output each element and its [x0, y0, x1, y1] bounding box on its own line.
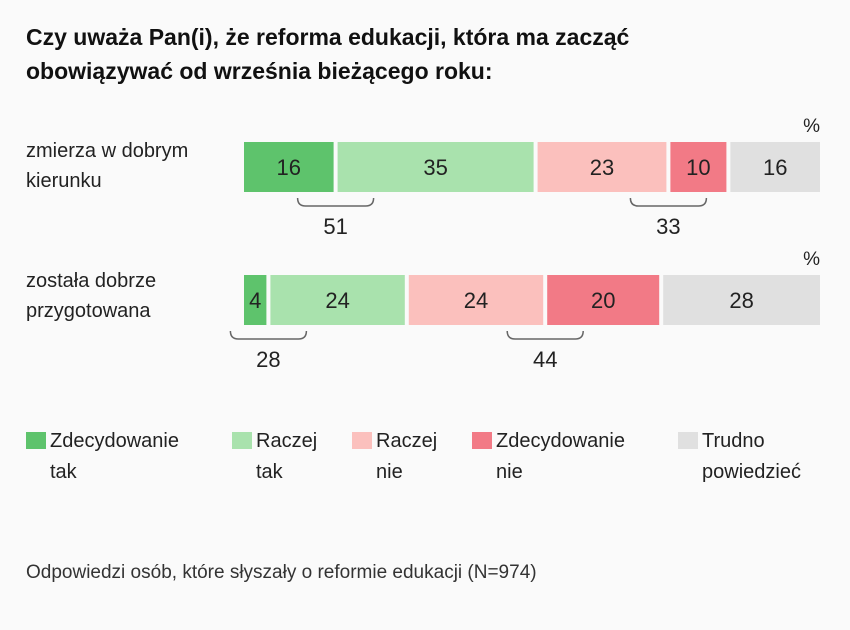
total-nie-label: 44 — [533, 347, 557, 372]
bar-segment — [244, 275, 267, 325]
data-label: 16 — [277, 155, 301, 180]
chart-title-line-2: obowiązywać od września bieżącego roku: — [26, 58, 493, 84]
legend-label: Raczej tak — [256, 430, 318, 483]
data-label: 16 — [763, 155, 787, 180]
legend-item-raczej-tak: Raczej tak — [232, 426, 317, 488]
footnote: Odpowiedzi osób, które słyszały o reform… — [26, 562, 537, 583]
data-label: 10 — [686, 155, 710, 180]
data-label: 23 — [590, 155, 614, 180]
total-tak-bracket — [229, 330, 308, 340]
bar-segment — [244, 142, 334, 192]
bar-segment — [337, 142, 534, 192]
legend-swatch — [678, 432, 698, 449]
bar-segment — [670, 142, 727, 192]
bar-segment — [663, 275, 820, 325]
row-label-kierunek: zmierza w dobrym kierunku — [26, 136, 236, 196]
total-nie-bracket — [629, 197, 708, 207]
legend-item-zdecydowanie-tak: Zdecydowanie tak — [26, 426, 179, 488]
legend-swatch — [472, 432, 492, 449]
legend-label: Zdecydowanie nie — [496, 430, 625, 483]
data-label: 28 — [729, 288, 753, 313]
legend-label: Zdecydowanie tak — [50, 430, 179, 483]
row-label-line: została dobrze — [26, 270, 157, 292]
legend-item-zdecydowanie-nie: Zdecydowanie nie — [472, 426, 625, 488]
bar-segment — [408, 275, 544, 325]
total-tak-label: 51 — [323, 214, 347, 239]
legend-item-trudno-powiedziec: Trudno powiedzieć — [678, 426, 801, 488]
chart-title: Czy uważa Pan(i), że reforma edukacji, k… — [26, 20, 746, 88]
total-nie-bracket — [506, 330, 584, 340]
legend-swatch — [352, 432, 372, 449]
legend-label: Raczej nie — [376, 430, 438, 483]
chart-title-line-1: Czy uważa Pan(i), że reforma edukacji, k… — [26, 24, 630, 50]
row-label-line: przygotowana — [26, 300, 151, 322]
data-label: 20 — [591, 288, 615, 313]
total-tak-label: 28 — [256, 347, 280, 372]
unit-label: % — [803, 116, 820, 137]
data-label: 24 — [464, 288, 488, 313]
legend-swatch — [232, 432, 252, 449]
row-label-line: kierunku — [26, 170, 102, 192]
legend-label: Trudno powiedzieć — [702, 430, 801, 483]
row-label-line: zmierza w dobrym — [26, 140, 189, 162]
data-label: 35 — [423, 155, 447, 180]
bar-segment — [730, 142, 820, 192]
unit-label: % — [803, 249, 820, 270]
bar-segment — [537, 142, 667, 192]
row-label-przygotowanie: została dobrze przygotowana — [26, 266, 236, 326]
legend-item-raczej-nie: Raczej nie — [352, 426, 437, 488]
stacked-bar-chart: 16 35 23 10 16% 51 33 4 24 24 20 28% 28 44 — [229, 116, 820, 372]
data-label: 4 — [249, 288, 261, 313]
total-nie-label: 33 — [656, 214, 680, 239]
legend-swatch — [26, 432, 46, 449]
bar-segment — [270, 275, 405, 325]
total-tak-bracket — [296, 197, 375, 207]
data-label: 24 — [325, 288, 349, 313]
bar-segment — [547, 275, 660, 325]
